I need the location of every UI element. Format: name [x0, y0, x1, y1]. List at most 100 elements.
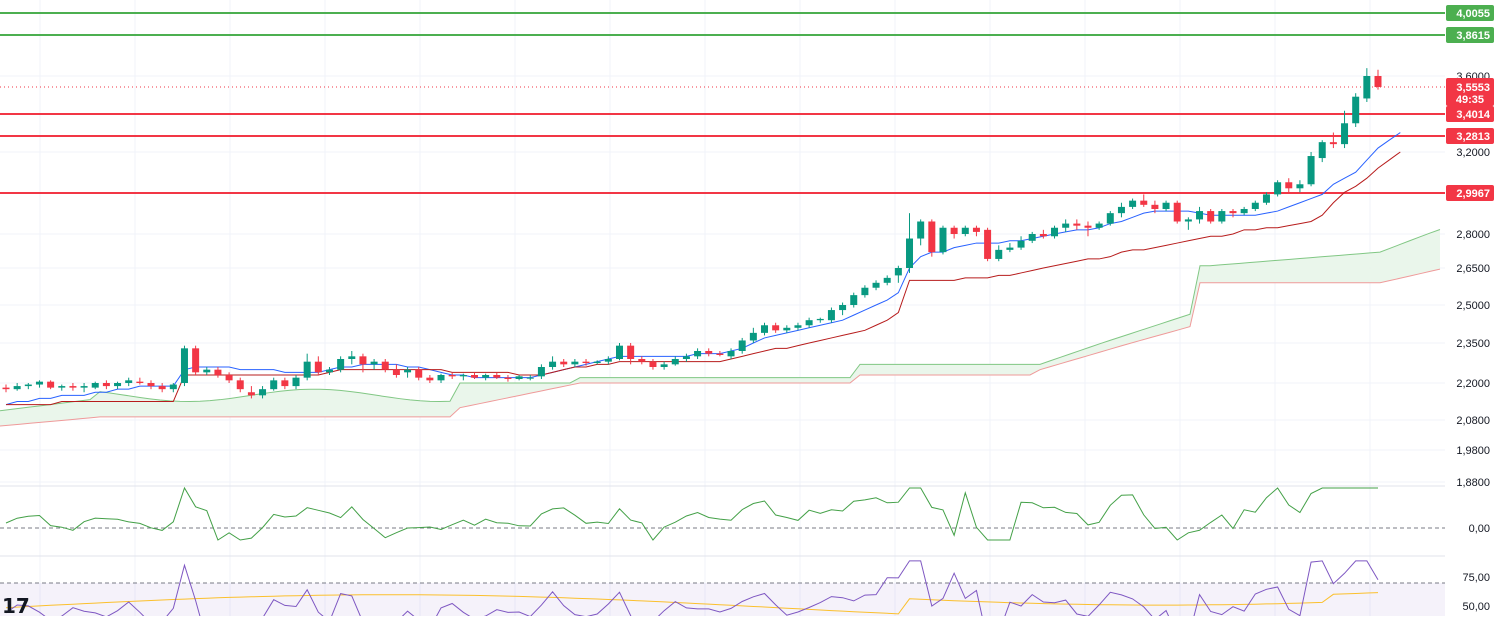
- candle-body: [1318, 142, 1326, 159]
- countdown-label: 49:35: [1456, 94, 1484, 106]
- candle-body: [504, 377, 512, 379]
- candle-body: [1117, 206, 1125, 214]
- candle-body: [292, 377, 300, 387]
- candle-body: [850, 295, 858, 305]
- candle-body: [1352, 96, 1360, 124]
- level-tag-label: 3,2813: [1456, 131, 1490, 143]
- candle-body: [203, 369, 211, 373]
- candle-body: [1173, 202, 1181, 222]
- candle-body: [459, 375, 467, 377]
- current-price-tag: [1446, 78, 1494, 106]
- candle-body: [794, 325, 802, 328]
- price-tick-label: 2,3500: [1456, 338, 1490, 350]
- candle-body: [582, 361, 590, 363]
- price-tick-label: 2,8000: [1456, 229, 1490, 241]
- candle-body: [894, 268, 902, 276]
- candle-body: [169, 384, 177, 390]
- candle-body: [125, 380, 133, 383]
- level-tag: [1446, 106, 1494, 122]
- rsi-tick-label: 50,00: [1462, 601, 1490, 613]
- candle-body: [404, 369, 412, 373]
- level-tag: [1446, 27, 1494, 43]
- candle-body: [872, 282, 880, 288]
- candle-body: [772, 325, 780, 331]
- candle-body: [1307, 156, 1315, 185]
- candle-body: [694, 351, 702, 357]
- candle-body: [816, 318, 824, 321]
- candle-body: [281, 380, 289, 387]
- level-tag: [1446, 185, 1494, 201]
- candle-body: [314, 361, 322, 373]
- candle-body: [47, 381, 55, 388]
- candle-body: [58, 386, 66, 388]
- cloud-lower-line: [0, 268, 1441, 427]
- candle-body: [448, 375, 456, 377]
- candle-body: [593, 361, 601, 363]
- candle-body: [604, 359, 612, 362]
- candle-body: [35, 381, 43, 385]
- candle-body: [13, 386, 21, 390]
- candle-body: [270, 380, 278, 390]
- candle-body: [1162, 202, 1170, 209]
- candle-body: [961, 227, 969, 234]
- tradingview-logo: 17: [2, 594, 30, 618]
- candle-body: [537, 367, 545, 377]
- candle-body: [381, 361, 389, 370]
- candle-body: [325, 369, 333, 373]
- candle-body: [225, 375, 233, 381]
- candle-body: [1184, 219, 1192, 222]
- candle-body: [1374, 76, 1382, 87]
- candle-body: [638, 359, 646, 362]
- candle-body: [526, 377, 534, 379]
- candle-body: [627, 345, 635, 359]
- candle-body: [1363, 76, 1371, 99]
- level-tag-label: 2,9967: [1456, 188, 1490, 200]
- level-tag-label: 3,4014: [1456, 109, 1491, 121]
- candle-body: [805, 320, 813, 326]
- candle-body: [1095, 223, 1103, 228]
- candle-body: [1341, 123, 1349, 145]
- candle-body: [1151, 204, 1159, 209]
- candle-body: [827, 310, 835, 321]
- candle-body: [426, 377, 434, 381]
- price-tick-label: 1,8800: [1456, 477, 1490, 489]
- candle-body: [1329, 142, 1337, 145]
- candle-body: [348, 356, 356, 359]
- candle-body: [727, 351, 735, 357]
- momentum-tick-label: 0,00: [1469, 523, 1490, 535]
- candle-body: [906, 238, 914, 268]
- candle-body: [1262, 194, 1270, 203]
- candle-body: [1084, 225, 1092, 228]
- candle-body: [136, 381, 144, 383]
- candle-body: [370, 361, 378, 365]
- price-tick-label: 2,5000: [1456, 300, 1490, 312]
- level-tag-label: 4,0055: [1456, 8, 1490, 20]
- candle-body: [950, 227, 958, 234]
- candle-body: [437, 375, 445, 381]
- candle-body: [247, 392, 255, 396]
- candle-body: [1106, 213, 1114, 224]
- candle-body: [883, 277, 891, 283]
- candle-body: [738, 340, 746, 351]
- candle-body: [549, 361, 557, 367]
- candle-body: [515, 376, 523, 379]
- candle-body: [705, 351, 713, 354]
- candle-body: [928, 221, 936, 253]
- candle-body: [1017, 240, 1025, 248]
- candle-body: [560, 361, 568, 365]
- level-tag: [1446, 5, 1494, 21]
- candle-body: [1006, 247, 1014, 250]
- candle-body: [1251, 202, 1259, 209]
- price-tick-label: 2,6500: [1456, 263, 1490, 275]
- momentum-line: [5, 486, 1378, 541]
- candle-body: [682, 356, 690, 359]
- rsi-band: [0, 583, 1445, 616]
- candle-body: [1039, 234, 1047, 237]
- candle-body: [236, 380, 244, 390]
- candle-body: [1207, 211, 1215, 222]
- candle-body: [939, 227, 947, 253]
- candle-body: [1051, 227, 1059, 237]
- kijun-line: [6, 151, 1401, 406]
- candle-body: [1062, 223, 1070, 228]
